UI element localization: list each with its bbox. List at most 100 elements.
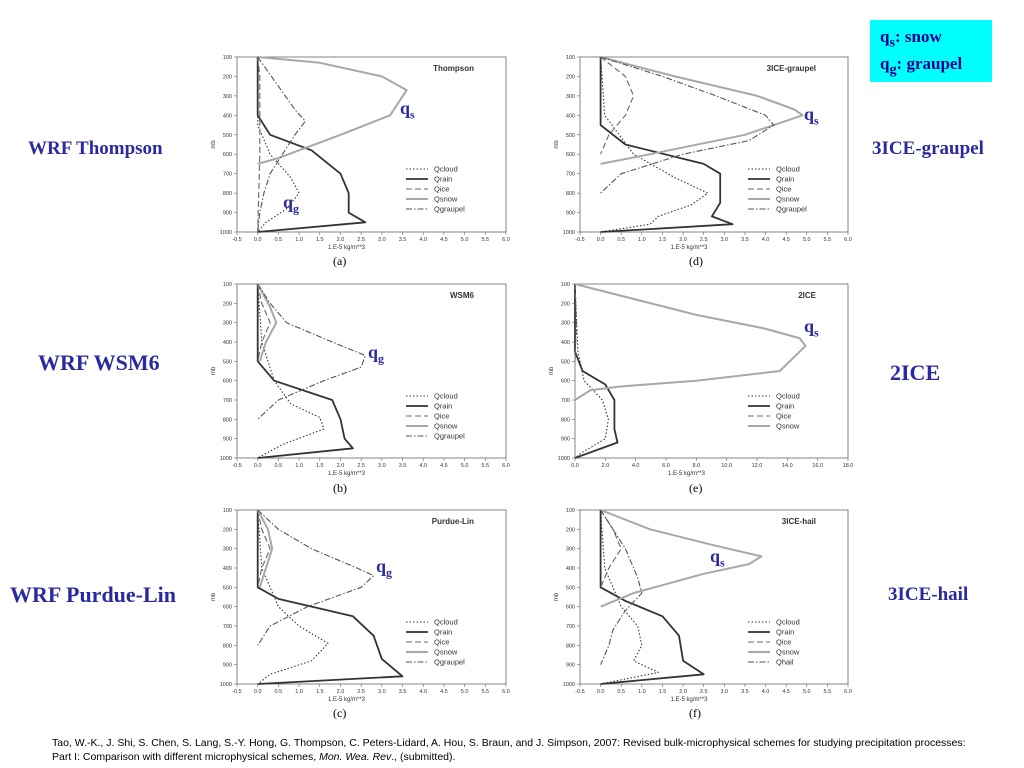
y-tick-label: 400 xyxy=(566,566,575,572)
x-tick-label: 4.0 xyxy=(762,237,770,243)
legend-entry: Qcloud xyxy=(776,618,800,627)
y-tick-label: 200 xyxy=(223,527,232,533)
y-tick-label: 600 xyxy=(561,379,570,385)
series-line-qice xyxy=(257,509,271,588)
y-tick-label: 600 xyxy=(223,605,232,611)
panel-letter-d: (d) xyxy=(689,254,703,268)
x-tick-label: 5.0 xyxy=(461,689,469,695)
y-tick-label: 200 xyxy=(561,301,570,307)
legend-entry: Qgraupel xyxy=(434,432,465,441)
y-tick-label: 500 xyxy=(223,133,232,139)
y-tick-label: 600 xyxy=(566,605,575,611)
chart-title: 3ICE-hail xyxy=(782,517,816,526)
annot-qs-a: qs xyxy=(400,98,415,122)
x-tick-label: 0.5 xyxy=(617,689,625,695)
label-wrf-wsm6: WRF WSM6 xyxy=(38,350,160,375)
plot-frame xyxy=(579,509,849,685)
series-line-qice xyxy=(600,509,622,588)
series-line-qcloud xyxy=(574,283,609,459)
y-tick-label: 800 xyxy=(223,643,232,649)
y-tick-label: 300 xyxy=(223,547,232,553)
y-axis-label: mb xyxy=(554,592,560,601)
panel-letter-e: (e) xyxy=(689,481,703,495)
x-tick-label: 4.5 xyxy=(440,463,448,469)
x-tick-label: 3.0 xyxy=(720,689,728,695)
x-tick-label: 16.0 xyxy=(812,463,823,469)
x-tick-label: 3.0 xyxy=(378,237,386,243)
y-tick-label: 1000 xyxy=(220,230,232,236)
annot-qg-a: qg xyxy=(283,192,300,216)
x-tick-label: 1.0 xyxy=(295,237,303,243)
x-tick-label: 2.5 xyxy=(700,689,708,695)
x-axis-label: 1.E-5 kg/m**3 xyxy=(670,697,708,703)
legend-entry: Qcloud xyxy=(434,165,458,174)
legend-line-graupel: qg: graupel xyxy=(880,54,963,78)
legend-entry: Qrain xyxy=(434,175,452,184)
x-tick-label: 5.0 xyxy=(461,463,469,469)
x-tick-label: 0.0 xyxy=(254,237,262,243)
series-line-qcloud xyxy=(600,56,709,233)
series-line-qgraupel xyxy=(257,509,375,646)
y-tick-label: 600 xyxy=(223,152,232,158)
x-tick-label: -0.5 xyxy=(232,463,241,469)
y-tick-label: 1000 xyxy=(220,456,232,462)
legend-entry: Qrain xyxy=(434,628,452,637)
x-tick-label: 1.0 xyxy=(295,463,303,469)
plot-frame xyxy=(236,283,507,459)
y-tick-label: 400 xyxy=(223,566,232,572)
x-tick-label: 0.0 xyxy=(597,237,605,243)
legend-entry: Qice xyxy=(434,185,449,194)
x-tick-label: 4.0 xyxy=(419,463,427,469)
legend-box: qs: snow qg: graupel xyxy=(870,20,992,82)
legend-entry: Qrain xyxy=(434,402,452,411)
x-axis-label: 1.E-5 kg/m**3 xyxy=(670,245,708,251)
y-tick-label: 100 xyxy=(223,508,232,514)
x-tick-label: 1.5 xyxy=(316,237,324,243)
y-tick-label: 900 xyxy=(223,663,232,669)
y-tick-label: 700 xyxy=(566,172,575,178)
y-tick-label: 500 xyxy=(561,359,570,365)
x-axis-label: 1.E-5 kg/m**3 xyxy=(328,471,366,477)
series-line-qrain xyxy=(599,510,705,685)
x-tick-label: 0.0 xyxy=(597,689,605,695)
x-tick-label: 14.0 xyxy=(782,463,793,469)
x-tick-label: 6.0 xyxy=(844,237,852,243)
legend-entry: Qgraupel xyxy=(434,658,465,667)
chart-e: 0.0 2.0 4.0 6.0 8.0 10.0 12.0 14.0 16.0 18.0 100 20… xyxy=(549,282,853,477)
y-tick-label: 200 xyxy=(223,74,232,80)
legend-entry: Qcloud xyxy=(776,165,800,174)
x-tick-label: 2.0 xyxy=(679,237,687,243)
panel-letter-f: (f) xyxy=(689,706,701,720)
x-tick-label: 0.0 xyxy=(571,463,579,469)
x-tick-label: 2.5 xyxy=(357,463,365,469)
series-line-qrain xyxy=(256,284,354,459)
series-line-qgraupel xyxy=(257,283,366,420)
x-tick-label: 3.5 xyxy=(399,237,407,243)
x-tick-label: 4.0 xyxy=(419,689,427,695)
y-tick-label: 500 xyxy=(223,585,232,591)
chart-title: WSM6 xyxy=(450,291,475,300)
y-axis-label: mb xyxy=(554,140,560,149)
series-line-qhail xyxy=(600,509,643,665)
x-tick-label: 5.5 xyxy=(824,689,832,695)
series-line-qgraupel xyxy=(257,56,306,233)
x-tick-label: 4.0 xyxy=(632,463,640,469)
x-tick-label: 0.5 xyxy=(275,689,283,695)
label-3ice-graupel: 3ICE-graupel xyxy=(872,138,984,159)
x-tick-label: 1.5 xyxy=(659,237,667,243)
chart-d: -0.5 0.0 0.5 1.0 1.5 2.0 2.5 3.0 3.5 4.0 4.5 5.0 5.5… xyxy=(554,55,852,251)
y-tick-label: 800 xyxy=(566,643,575,649)
y-tick-label: 700 xyxy=(223,624,232,630)
plot-frame xyxy=(574,283,849,459)
y-tick-label: 100 xyxy=(566,508,575,514)
legend-entry: Qrain xyxy=(776,175,794,184)
series-line-qcloud xyxy=(257,509,329,685)
x-tick-label: 3.5 xyxy=(741,689,749,695)
x-tick-label: 1.5 xyxy=(316,463,324,469)
x-tick-label: -0.5 xyxy=(575,689,584,695)
y-tick-label: 1000 xyxy=(563,230,575,236)
x-tick-label: 5.5 xyxy=(481,237,489,243)
plot-frame xyxy=(236,56,507,233)
legend-entry: Qcloud xyxy=(776,392,800,401)
x-tick-label: 1.0 xyxy=(638,237,646,243)
